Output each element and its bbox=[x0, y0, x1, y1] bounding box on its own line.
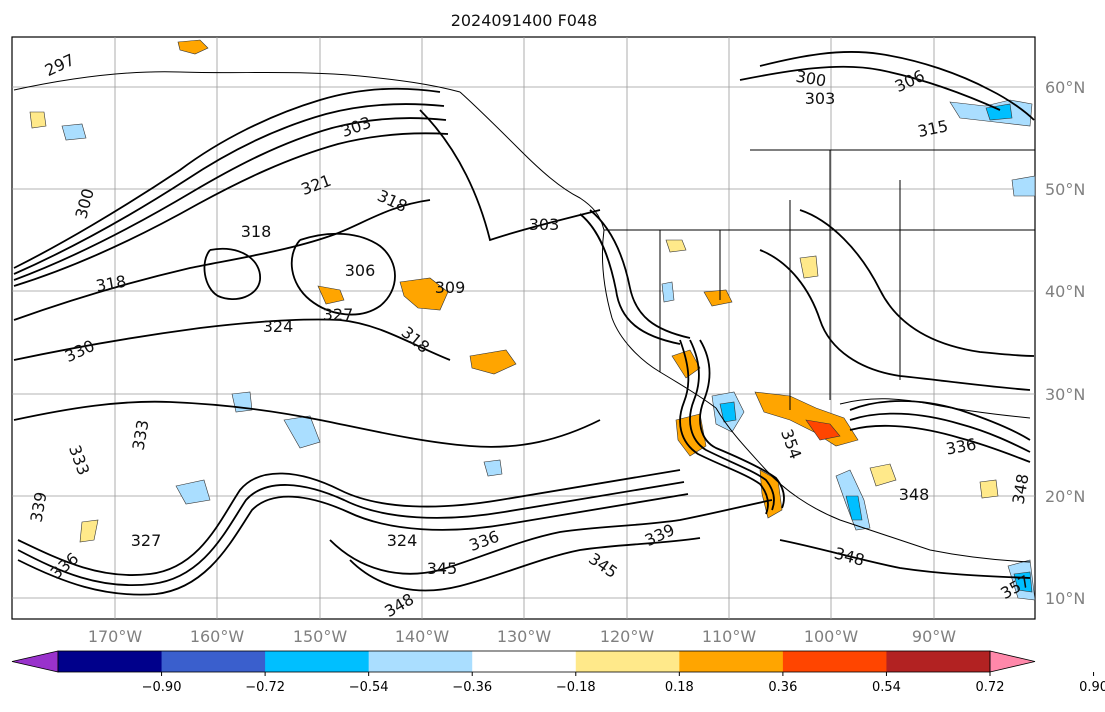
colorbar-label: 0.72 bbox=[976, 680, 1005, 695]
colorbar-segment bbox=[368, 651, 473, 672]
contour-label: 327 bbox=[323, 305, 354, 324]
colorbar-segment bbox=[161, 651, 266, 672]
contour-label: 309 bbox=[435, 278, 466, 297]
contour-label: 318 bbox=[241, 222, 272, 241]
contour-label: 327 bbox=[131, 531, 162, 550]
lon-label: 130°W bbox=[497, 627, 552, 646]
colorbar-label: −0.18 bbox=[556, 680, 596, 695]
colorbar-extend-min bbox=[11, 650, 59, 673]
latitude-axis-labels: 60°N 50°N 40°N 30°N 20°N 10°N bbox=[1045, 78, 1085, 608]
lon-label: 100°W bbox=[804, 627, 859, 646]
map-panel: 297 303 300 321 318 318 318 306 309 303 … bbox=[11, 36, 1036, 621]
colorbar-extend-max bbox=[989, 650, 1036, 673]
contour-label: 324 bbox=[387, 531, 418, 550]
colorbar-segment bbox=[265, 651, 370, 672]
colorbar-outline bbox=[57, 650, 991, 673]
lat-label: 40°N bbox=[1045, 282, 1085, 301]
lat-label: 10°N bbox=[1045, 589, 1085, 608]
map-title: 2024091400 F048 bbox=[451, 11, 598, 30]
colorbar-label: 0.18 bbox=[665, 680, 694, 695]
lat-label: 20°N bbox=[1045, 487, 1085, 506]
lon-label: 170°W bbox=[88, 627, 143, 646]
contour-label: 345 bbox=[427, 559, 458, 578]
lon-label: 150°W bbox=[293, 627, 348, 646]
contour-label: 348 bbox=[899, 485, 930, 504]
colorbar-label: −0.54 bbox=[349, 680, 389, 695]
colorbar: −0.90 −0.72 −0.54 −0.36 −0.18 0.18 0.36 0.54 0.7… bbox=[11, 650, 1105, 695]
colorbar-label: −0.36 bbox=[452, 680, 492, 695]
colorbar-segment bbox=[575, 651, 680, 672]
lat-label: 60°N bbox=[1045, 78, 1085, 97]
colorbar-label: 0.54 bbox=[872, 680, 901, 695]
colorbar-segment bbox=[886, 651, 991, 672]
contour-label: 306 bbox=[345, 261, 376, 280]
colorbar-label: −0.90 bbox=[142, 680, 182, 695]
coastlines bbox=[13, 71, 1035, 563]
colorbar-segment bbox=[472, 651, 577, 672]
lon-label: 90°W bbox=[912, 627, 956, 646]
longitude-axis-labels: 170°W 160°W 150°W 140°W 130°W 120°W 110°… bbox=[88, 627, 956, 646]
contour-label: 324 bbox=[263, 317, 294, 336]
colorbar-segment bbox=[679, 651, 784, 672]
lat-label: 50°N bbox=[1045, 180, 1085, 199]
lon-label: 110°W bbox=[702, 627, 757, 646]
contour-label: 303 bbox=[529, 215, 560, 234]
shaded-anomalies bbox=[29, 39, 1036, 601]
lat-label: 30°N bbox=[1045, 385, 1085, 404]
geopotential-contours bbox=[13, 51, 1035, 596]
contour-label: 303 bbox=[805, 89, 836, 108]
lon-label: 160°W bbox=[190, 627, 245, 646]
lon-label: 120°W bbox=[600, 627, 655, 646]
colorbar-segment bbox=[58, 651, 163, 672]
colorbar-label: −0.72 bbox=[245, 680, 285, 695]
colorbar-label: 0.90 bbox=[1079, 680, 1105, 695]
colorbar-segment bbox=[782, 651, 887, 672]
colorbar-label: 0.36 bbox=[768, 680, 797, 695]
lon-label: 140°W bbox=[395, 627, 450, 646]
